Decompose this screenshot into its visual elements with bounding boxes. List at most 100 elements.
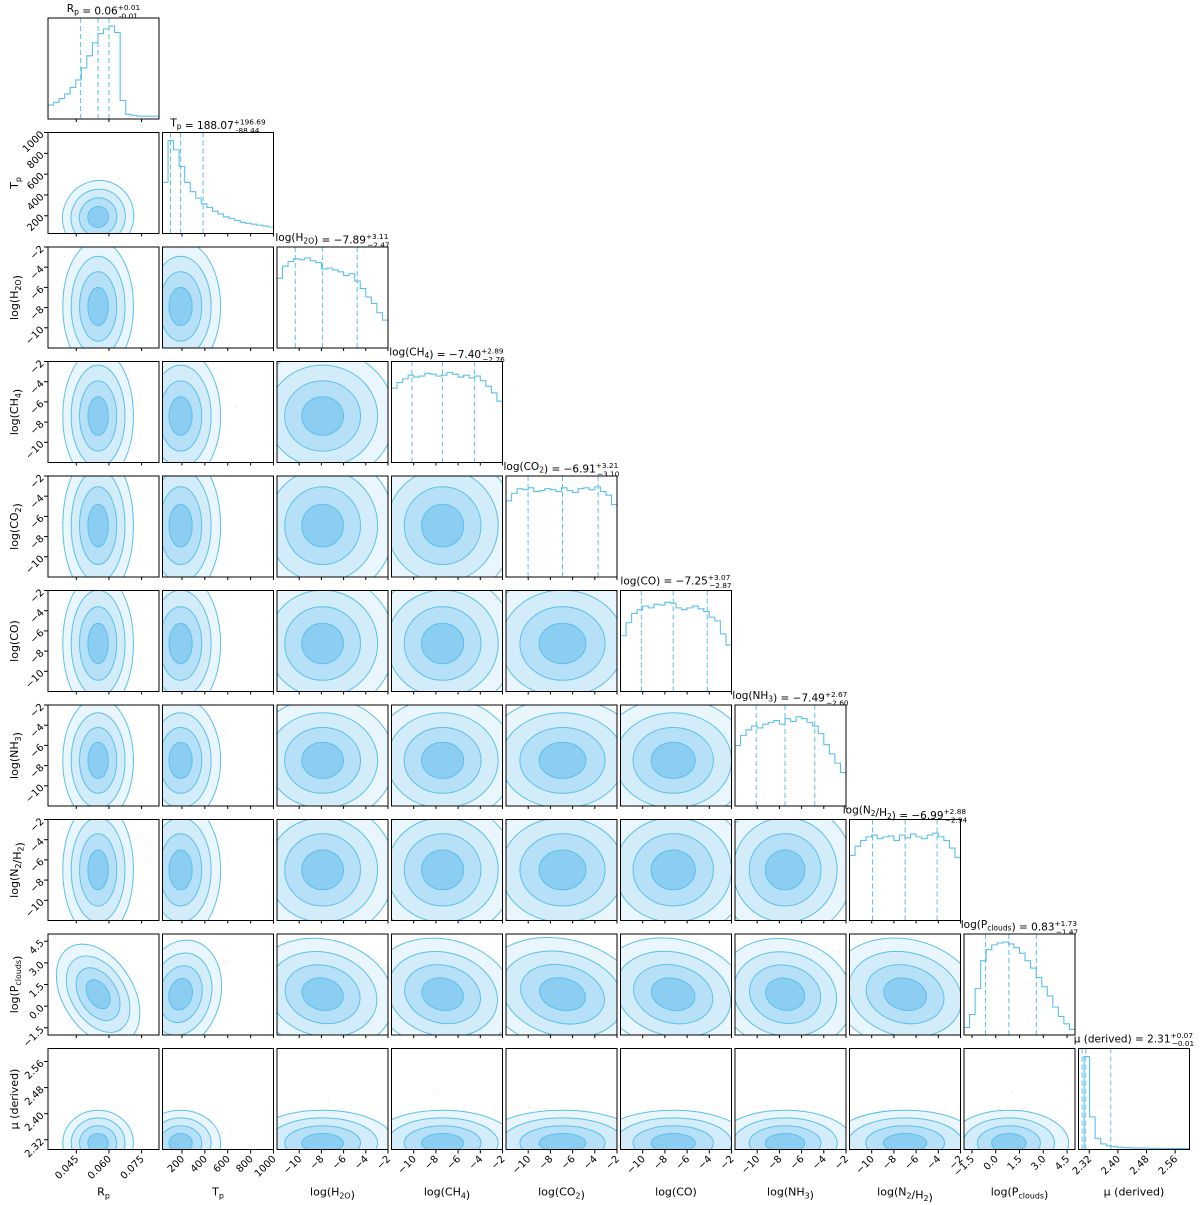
contour-H2O-CO-3 bbox=[301, 622, 345, 665]
contour-CO-N2H2-3 bbox=[650, 849, 696, 891]
scatter-point bbox=[54, 935, 57, 938]
x-tick-label-H2O: −4 bbox=[353, 1154, 371, 1172]
scatter-point bbox=[115, 1105, 118, 1108]
y-tick-label-CO2: −10 bbox=[24, 554, 47, 577]
x-tick-label-CO2: −10 bbox=[511, 1154, 534, 1177]
contour-Tp-H2O-3 bbox=[168, 286, 193, 327]
x-tick-label-N2H2: −8 bbox=[881, 1154, 899, 1172]
x-tick-label-mu: 2.48 bbox=[1128, 1154, 1152, 1178]
contour-H2O-N2H2-3 bbox=[301, 849, 345, 891]
panel-frame bbox=[162, 361, 274, 463]
y-tick-label-CH4: −10 bbox=[24, 439, 47, 462]
contour-CO2-CO-3 bbox=[538, 622, 587, 665]
x-tick-label-NH3: −10 bbox=[740, 1154, 763, 1177]
y-tick-label-Pclouds: −1.5 bbox=[22, 1025, 47, 1050]
x-tick-label-CO: −10 bbox=[625, 1154, 648, 1177]
x-axis-label-CH4: log(CH4) bbox=[424, 1186, 470, 1202]
contour-Rp-Pclouds-3 bbox=[85, 979, 111, 1010]
y-axis-label-H2O: log(H2O) bbox=[8, 275, 24, 320]
title-H2O: log(H2O) = −7.89+3.11 −2.47 bbox=[275, 232, 390, 249]
y-tick-label-mu: 2.40 bbox=[23, 1110, 47, 1134]
x-tick-label-Rp: 0.060 bbox=[86, 1154, 114, 1182]
panel-NH3-CH4 bbox=[391, 705, 503, 806]
scatter-point bbox=[130, 610, 133, 612]
panel-frame bbox=[505, 819, 618, 921]
x-tick-label-CH4: −8 bbox=[423, 1154, 441, 1172]
y-tick-label-NH3: −4 bbox=[28, 722, 46, 740]
x-tick-label-NH3: −4 bbox=[811, 1154, 829, 1172]
y-tick-label-CH4: −8 bbox=[28, 419, 46, 437]
scatter-point bbox=[330, 1105, 333, 1107]
contour-Rp-CO2-3 bbox=[87, 503, 109, 548]
y-tick-label-Pclouds: 0.0 bbox=[28, 1003, 47, 1022]
scatter-point bbox=[227, 857, 229, 859]
contour-Pclouds-mu-3 bbox=[991, 1133, 1027, 1150]
scatter-point bbox=[65, 454, 67, 457]
panel-frame bbox=[47, 819, 160, 921]
panel-frame bbox=[162, 1048, 274, 1150]
panel-frame bbox=[391, 475, 503, 578]
contour-NH3-N2H2-3 bbox=[764, 849, 806, 891]
contour-Tp-CO-3 bbox=[168, 622, 193, 665]
scatter-point bbox=[230, 1132, 232, 1134]
contour-Tp-mu-3 bbox=[168, 1133, 193, 1150]
panel-frame bbox=[505, 704, 618, 807]
panel-frame bbox=[276, 590, 389, 692]
y-tick-label-N2H2: −8 bbox=[28, 877, 46, 895]
scatter-point bbox=[67, 683, 69, 685]
scatter-point bbox=[132, 821, 135, 823]
x-tick-label-CH4: −4 bbox=[467, 1154, 485, 1172]
x-tick-label-CO: −4 bbox=[696, 1154, 714, 1172]
panel-CO2-CO2 bbox=[506, 476, 617, 577]
panel-H2O-Rp bbox=[62, 247, 137, 348]
panel-NH3-CO bbox=[620, 705, 732, 806]
scatter-point bbox=[235, 406, 238, 408]
panel-NH3-CO2 bbox=[506, 705, 617, 806]
scatter-point bbox=[57, 764, 59, 766]
panel-frame bbox=[47, 17, 160, 120]
panel-frame bbox=[47, 361, 160, 463]
x-tick-label-CO2: −6 bbox=[560, 1154, 578, 1172]
scatter-point bbox=[138, 658, 141, 661]
panel-Pclouds-CO2 bbox=[506, 937, 617, 1035]
scatter-point bbox=[349, 942, 351, 944]
x-tick-label-NH3: −2 bbox=[833, 1154, 851, 1172]
histogram-N2H2 bbox=[849, 832, 961, 921]
panel-frame bbox=[849, 933, 961, 1036]
panel-frame bbox=[276, 704, 389, 807]
contour-Tp-Pclouds-3 bbox=[168, 978, 193, 1011]
contour-Rp-Tp-3 bbox=[87, 205, 109, 229]
y-tick-label-N2H2: −2 bbox=[28, 816, 46, 834]
scatter-point bbox=[123, 187, 125, 189]
scatter-point bbox=[146, 858, 148, 860]
contour-H2O-NH3-3 bbox=[301, 741, 345, 780]
scatter-point bbox=[134, 1124, 137, 1126]
y-tick-label-CH4: −2 bbox=[28, 358, 46, 376]
scatter-point bbox=[61, 391, 63, 393]
contour-CH4-mu-3 bbox=[421, 1133, 465, 1150]
contour-H2O-mu-3 bbox=[301, 1133, 344, 1150]
scatter-point bbox=[134, 442, 136, 445]
panel-CO-H2O bbox=[277, 590, 388, 692]
contour-CH4-N2H2-3 bbox=[421, 849, 465, 891]
panel-frame bbox=[162, 933, 274, 1036]
histogram-Rp bbox=[48, 25, 159, 119]
y-axis-label-mu: μ (derived) bbox=[8, 1069, 21, 1130]
panel-N2H2-CH4 bbox=[391, 819, 503, 921]
y-tick-label-H2O: −8 bbox=[28, 304, 46, 322]
histogram-NH3 bbox=[735, 716, 846, 806]
panel-frame bbox=[620, 933, 732, 1036]
contour-N2H2-Pclouds-3 bbox=[883, 977, 928, 1011]
scatter-point bbox=[58, 773, 61, 775]
x-tick-label-CH4: −2 bbox=[489, 1154, 507, 1172]
contour-CH4-Pclouds-3 bbox=[421, 977, 464, 1011]
panel-Pclouds-CO bbox=[620, 937, 732, 1035]
scatter-point bbox=[63, 943, 66, 945]
y-tick-label-CH4: −6 bbox=[28, 399, 46, 417]
panel-frame bbox=[849, 819, 961, 921]
contour-Tp-N2H2-3 bbox=[168, 849, 193, 891]
scatter-point bbox=[223, 729, 225, 732]
y-axis-label-CH4: log(CH4) bbox=[8, 389, 24, 435]
title-CO2: log(CO2) = −6.91+3.21 −3.10 bbox=[504, 461, 620, 478]
